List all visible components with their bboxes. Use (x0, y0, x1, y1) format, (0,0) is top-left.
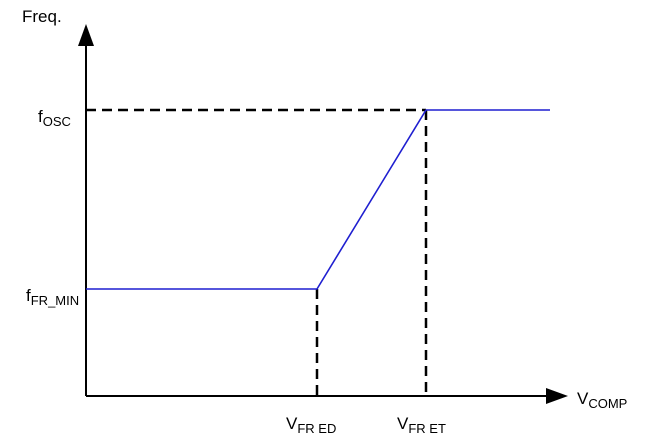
y-tick-ffr-min: fFR_MIN (26, 286, 79, 308)
y-tick-fosc: fOSC (38, 107, 71, 129)
x-tick-vfr-ed: VFR ED (286, 414, 336, 436)
y-axis-label: Freq. (22, 7, 62, 26)
y-axis-arrow-icon (78, 24, 94, 46)
x-tick-vfr-et-sub: FR ET (408, 421, 446, 436)
y-tick-ffr-min-main: f (26, 286, 31, 305)
x-tick-vfr-ed-sub: FR ED (297, 421, 336, 436)
frequency-curve (86, 109, 550, 290)
x-tick-vfr-ed-main: V (286, 414, 298, 433)
y-tick-fosc-sub: OSC (43, 114, 71, 129)
y-tick-ffr-min-sub: FR_MIN (31, 293, 79, 308)
x-tick-vfr-et-main: V (397, 414, 409, 433)
x-axis-label: VCOMP (577, 389, 627, 411)
x-axis-label-sub: COMP (588, 396, 627, 411)
x-axis-label-main: V (577, 389, 589, 408)
x-axis-arrow-icon (546, 388, 568, 404)
x-tick-vfr-et: VFR ET (397, 414, 446, 436)
y-tick-fosc-main: f (38, 107, 43, 126)
